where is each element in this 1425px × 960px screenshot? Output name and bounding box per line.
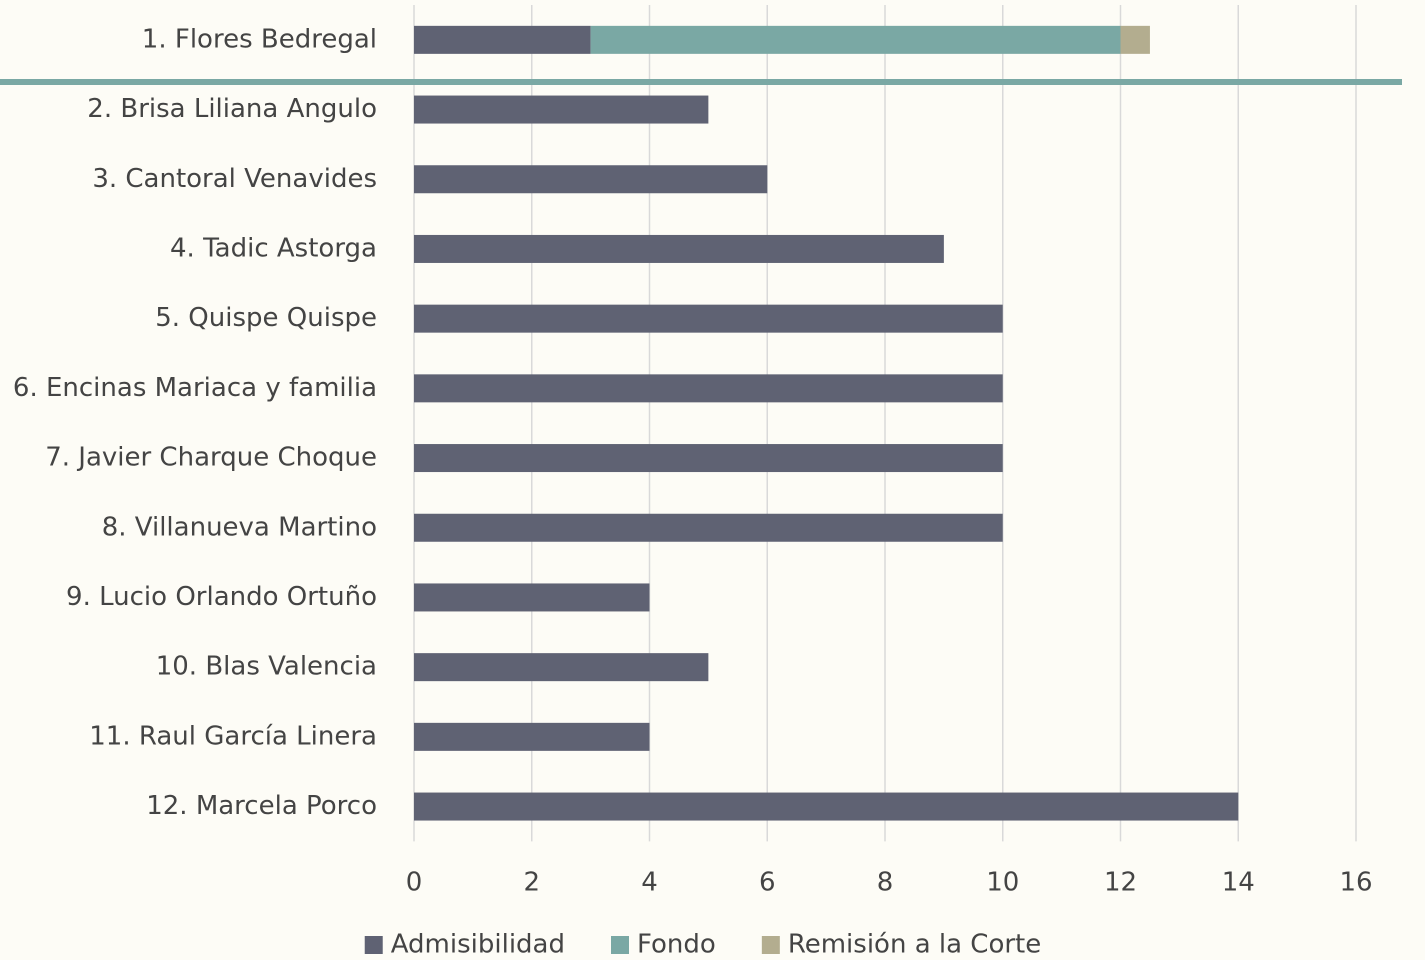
y-tick-label: 1. Flores Bedregal: [142, 24, 377, 54]
y-tick-label: 9. Lucio Orlando Ortuño: [66, 582, 377, 612]
y-tick-label: 3. Cantoral Venavides: [92, 164, 377, 194]
y-tick-label: 2. Brisa Liliana Angulo: [87, 94, 377, 124]
grid: [413, 5, 1357, 842]
bar-segment: [414, 653, 709, 682]
bar-segment: [590, 25, 1121, 54]
x-tick-label: 0: [406, 868, 423, 898]
bar-segment: [414, 722, 650, 751]
x-tick-label: 4: [641, 868, 658, 898]
x-tick-label: 10: [986, 868, 1019, 898]
bar-segment: [414, 444, 1003, 473]
x-tick-label: 12: [1104, 868, 1137, 898]
bar-segment: [414, 95, 709, 124]
y-tick-label: 12. Marcela Porco: [146, 791, 377, 821]
bar-segment: [414, 374, 1003, 403]
legend-swatch: [364, 936, 383, 954]
y-tick-label: 4. Tadic Astorga: [170, 233, 377, 263]
bar-segment: [414, 792, 1239, 821]
x-tick-label: 6: [759, 868, 776, 898]
bar-segment: [1120, 25, 1150, 54]
bars: [414, 25, 1239, 821]
labels: 0 2 4 6 8 10 12 14 16 1. Flores Bedregal 2. Brisa …: [13, 24, 1373, 897]
legend: Admisibilidad Fondo Remisión a la Corte: [364, 930, 1041, 960]
legend-label: Fondo: [637, 930, 716, 960]
bar-segment: [414, 583, 650, 612]
x-tick-label: 2: [523, 868, 540, 898]
legend-label: Remisión a la Corte: [788, 930, 1041, 960]
x-tick-label: 14: [1222, 868, 1255, 898]
bar-segment: [414, 165, 768, 194]
y-tick-label: 10. Blas Valencia: [156, 652, 377, 682]
legend-swatch: [761, 936, 780, 954]
bar-segment: [414, 25, 591, 54]
y-tick-label: 7. Javier Charque Choque: [45, 443, 377, 473]
y-tick-label: 11. Raul García Linera: [89, 721, 377, 751]
x-tick-label: 16: [1339, 868, 1372, 898]
bar-segment: [414, 513, 1003, 542]
legend-swatch: [611, 936, 630, 954]
x-tick-label: 8: [877, 868, 894, 898]
y-tick-label: 5. Quispe Quispe: [155, 303, 377, 333]
y-tick-label: 8. Villanueva Martino: [102, 512, 377, 542]
bar-segment: [414, 234, 944, 263]
legend-label: Admisibilidad: [391, 930, 565, 960]
y-tick-label: 6. Encinas Mariaca y familia: [13, 373, 377, 403]
bar-segment: [414, 304, 1003, 333]
